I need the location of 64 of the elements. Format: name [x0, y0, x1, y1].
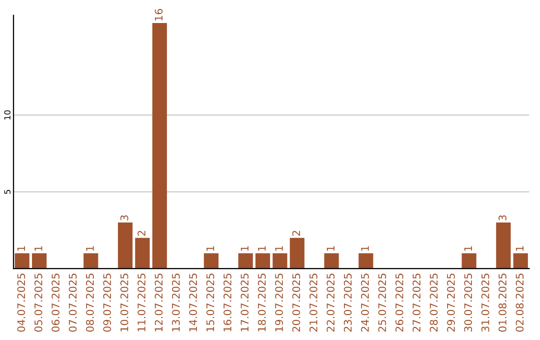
bar	[238, 253, 253, 269]
bar	[272, 253, 288, 269]
data-label: 1	[86, 246, 94, 251]
x-tick-label: 11.07.2025	[138, 274, 146, 332]
x-tick-label: 27.07.2025	[412, 274, 420, 332]
y-tick-label: 5	[4, 190, 10, 194]
x-tick-label: 29.07.2025	[446, 274, 455, 332]
x-tick-label: 06.07.2025	[52, 274, 60, 332]
bar	[84, 253, 98, 269]
x-tick-label: 23.07.2025	[344, 274, 352, 332]
bar	[324, 253, 339, 269]
x-tick-label: 31.07.2025	[481, 274, 490, 332]
x-tick-label: 10.07.2025	[120, 274, 128, 332]
bar	[118, 222, 133, 269]
data-label: 2	[292, 230, 300, 236]
bar	[290, 238, 304, 269]
bar	[32, 253, 47, 269]
data-label: 3	[498, 215, 506, 220]
x-tick-label: 24.07.2025	[361, 274, 369, 332]
x-tick-label: 09.07.2025	[103, 274, 112, 332]
x-tick-label: 12.07.2025	[154, 274, 163, 332]
y-tick-label: 10	[4, 110, 10, 120]
data-label: 1	[258, 246, 266, 251]
x-tick-label: 04.07.2025	[17, 274, 26, 332]
data-label: 1	[275, 246, 283, 251]
data-label: 2	[138, 230, 146, 236]
bar	[462, 253, 476, 269]
x-tick-label: 25.07.2025	[378, 274, 386, 332]
x-tick-label: 01.08.2025	[498, 274, 506, 332]
x-tick-label: 30.07.2025	[464, 274, 472, 332]
bar	[255, 253, 270, 269]
x-tick-label: 22.07.2025	[326, 274, 335, 332]
bar	[496, 222, 511, 269]
x-tick-label: 07.07.2025	[68, 274, 77, 332]
x-tick-label: 20.07.2025	[292, 274, 300, 332]
data-label: 1	[206, 246, 214, 251]
x-tick-label: 26.07.2025	[395, 274, 404, 332]
data-label: 1	[516, 246, 524, 251]
bar	[135, 238, 150, 269]
x-tick-label: 16.07.2025	[224, 274, 232, 332]
data-label: 1	[17, 246, 25, 251]
bar	[358, 253, 374, 269]
bar	[513, 253, 528, 269]
bar	[14, 253, 30, 269]
data-label: 16	[154, 8, 163, 20]
x-tick-label: 08.07.2025	[86, 274, 94, 332]
x-tick-label: 19.07.2025	[275, 274, 283, 332]
data-label: 1	[326, 246, 334, 251]
data-label: 3	[120, 215, 128, 220]
x-tick-label: 28.07.2025	[430, 274, 438, 332]
x-tick-label: 17.07.2025	[240, 274, 249, 332]
x-tick-label: 18.07.2025	[258, 274, 266, 332]
bar	[152, 22, 167, 269]
x-tick-label: 02.08.2025	[516, 274, 524, 332]
x-tick-label: 21.07.2025	[309, 274, 318, 332]
x-tick-label: 05.07.2025	[34, 274, 42, 332]
data-label: 1	[240, 246, 248, 251]
data-label: 1	[34, 246, 42, 251]
x-tick-label: 14.07.2025	[189, 274, 198, 332]
data-label: 1	[361, 246, 369, 251]
x-tick-label: 13.07.2025	[172, 274, 180, 332]
data-label: 1	[464, 246, 472, 251]
x-tick-label: 15.07.2025	[206, 274, 214, 332]
bar	[204, 253, 218, 269]
